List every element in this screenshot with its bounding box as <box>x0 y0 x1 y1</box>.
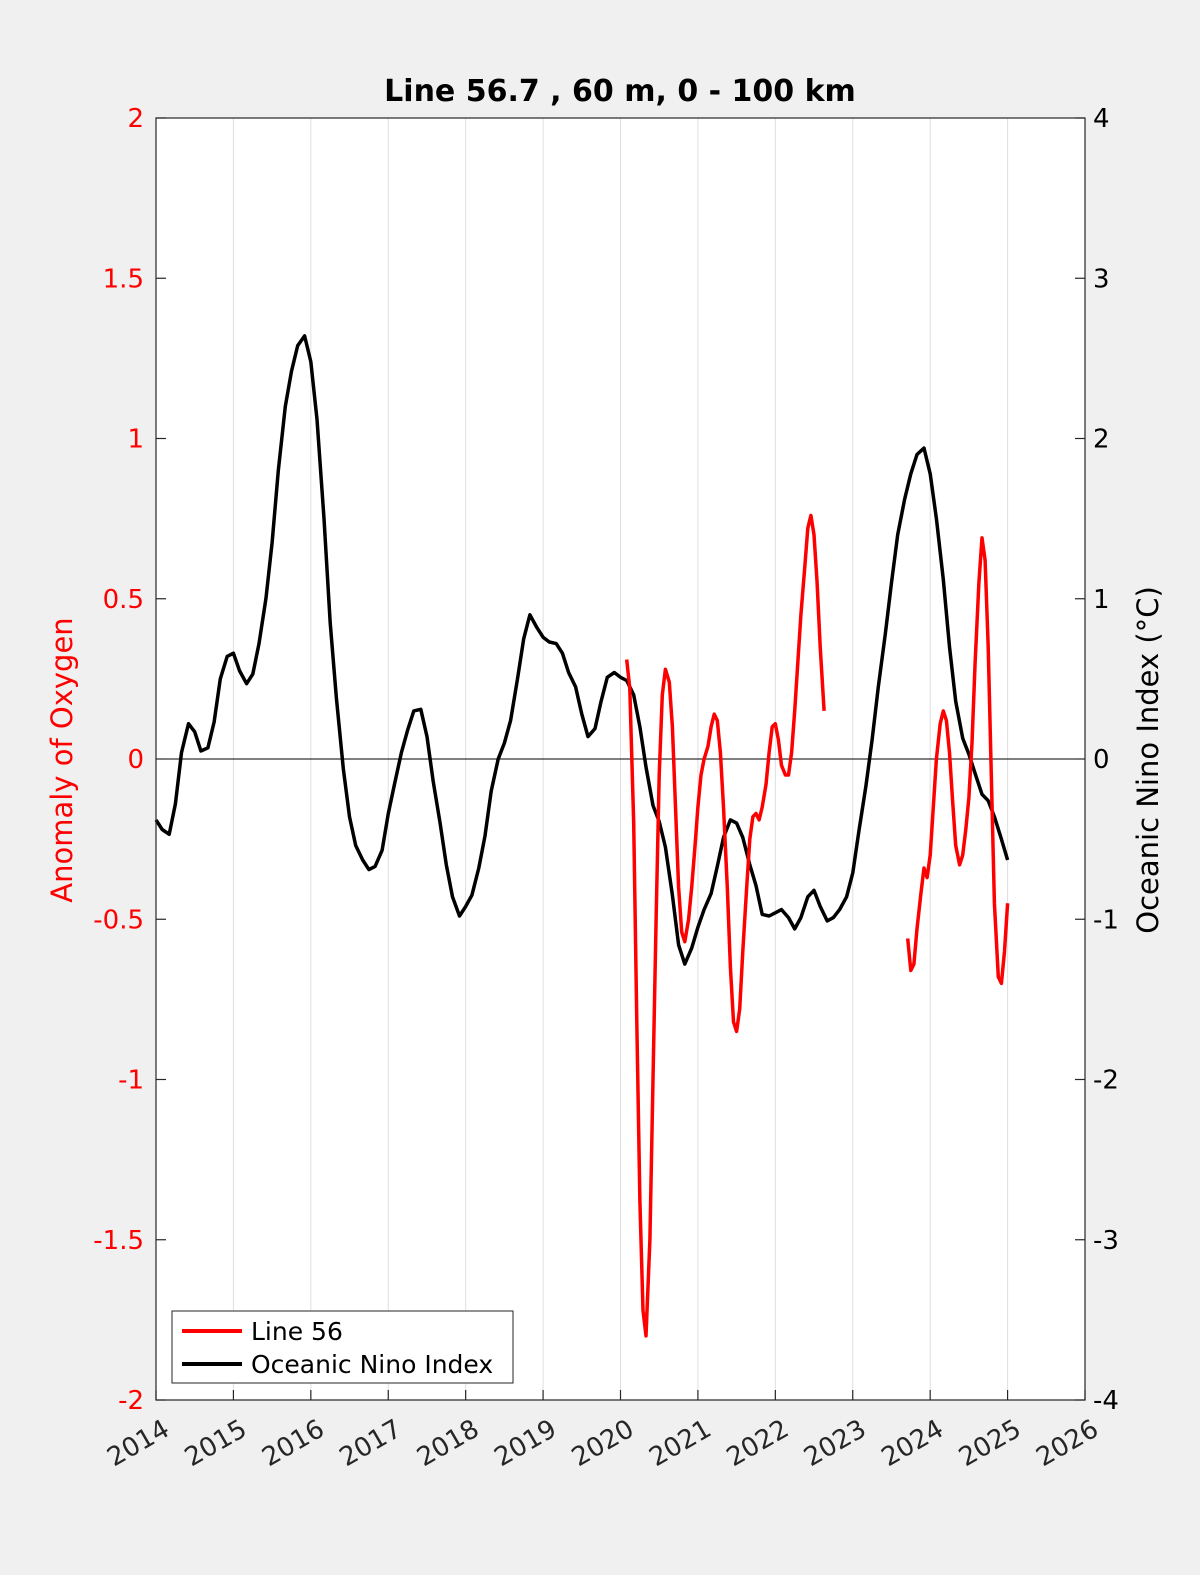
left-y-axis: 2 1.5 1 0.5 0 -0.5 -1 -1.5 -2 <box>93 104 166 1416</box>
right-y-tick-label: 1 <box>1093 585 1110 615</box>
oni-series-line <box>154 334 1010 966</box>
plot-series <box>154 334 1010 1338</box>
right-y-tick-label: -3 <box>1093 1226 1119 1256</box>
left-y-tick-label: 2 <box>127 104 144 134</box>
left-y-tick-label: 1.5 <box>103 264 144 294</box>
right-y-tick-label: 0 <box>1093 745 1110 775</box>
right-y-tick-label: 4 <box>1093 104 1110 134</box>
right-y-tick-label: -1 <box>1093 905 1119 935</box>
right-y-tick-label: 3 <box>1093 264 1110 294</box>
left-y-axis-label: Anomaly of Oxygen <box>45 617 79 902</box>
right-y-axis-label: Oceanic Nino Index (°C) <box>1131 586 1165 934</box>
left-y-tick-label: -0.5 <box>93 905 144 935</box>
left-y-tick-label: -2 <box>118 1386 144 1416</box>
line56-series-segment-2 <box>905 536 1010 986</box>
legend-line56-label: Line 56 <box>251 1317 343 1346</box>
left-y-tick-label: 1 <box>127 425 144 455</box>
right-y-tick-label: -2 <box>1093 1066 1119 1096</box>
legend: Line 56 Oceanic Nino Index <box>171 1310 514 1384</box>
legend-box <box>171 1310 514 1384</box>
right-y-tick-label: 2 <box>1093 425 1110 455</box>
right-y-axis: 4 3 2 1 0 -1 -2 -3 -4 <box>1075 104 1119 1416</box>
right-y-tick-label: -4 <box>1093 1386 1119 1416</box>
left-y-tick-label: -1.5 <box>93 1226 144 1256</box>
left-y-tick-label: -1 <box>118 1066 144 1096</box>
line56-series-segment-1 <box>624 513 826 1338</box>
chart-title: Line 56.7 , 60 m, 0 - 100 km <box>384 74 856 109</box>
left-y-tick-label: 0.5 <box>103 585 144 615</box>
left-y-tick-label: 0 <box>127 745 144 775</box>
legend-oni-label: Oceanic Nino Index <box>251 1350 493 1379</box>
